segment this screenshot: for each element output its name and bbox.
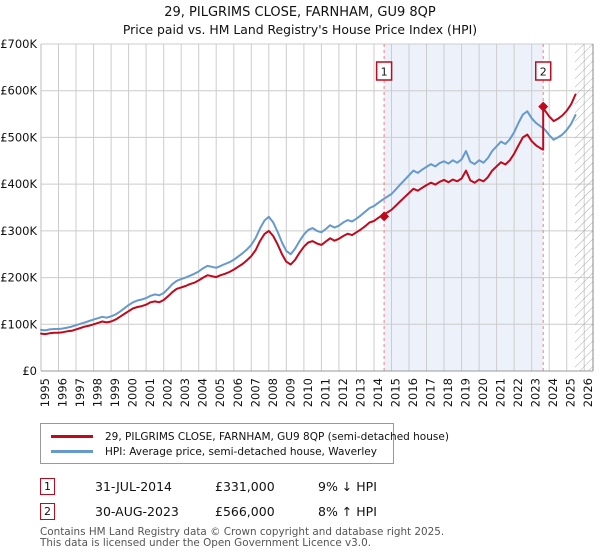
future-hatch — [575, 44, 593, 371]
sale-marker-1 — [379, 211, 390, 222]
legend-label-hpi: HPI: Average price, semi-detached house,… — [105, 445, 377, 458]
transaction-row-2: 2 30-AUG-2023 £566,000 8% ↑ HPI — [40, 503, 580, 521]
sale-flag-number-1: 1 — [381, 66, 388, 79]
x-axis-tick-label: 2015 — [389, 378, 403, 407]
x-axis-tick-label: 2007 — [248, 378, 262, 407]
y-axis-tick-label: £300K — [0, 224, 37, 238]
x-axis-tick-label: 2003 — [178, 378, 192, 407]
x-axis-tick-label: 2010 — [301, 378, 315, 407]
y-axis-tick-label: £600K — [0, 84, 37, 98]
transaction-1-flag: 1 — [40, 478, 55, 495]
price-paid-indexed-line — [40, 133, 542, 336]
sale-flag-box-1 — [375, 61, 393, 81]
transaction-1-hpi-delta: 9% ↓ HPI — [318, 479, 377, 494]
x-axis-tick-label: 2026 — [581, 378, 595, 407]
between-sales-shade — [384, 44, 544, 371]
transaction-1-price: £331,000 — [215, 479, 275, 494]
x-axis-tick-label: 1995 — [38, 378, 52, 407]
x-axis-tick-label: 2017 — [424, 378, 438, 407]
chart-legend: 29, PILGRIMS CLOSE, FARNHAM, GU9 8QP (se… — [40, 423, 449, 464]
price-paid-line-swatch — [51, 435, 93, 438]
sale-flag-number-2: 2 — [540, 66, 547, 79]
x-axis-tick-label: 2014 — [371, 378, 385, 407]
y-axis-tick-label: £700K — [0, 37, 37, 51]
transaction-2-flag: 2 — [40, 503, 55, 520]
y-axis-tick-label: £400K — [0, 177, 37, 191]
transaction-1-date: 31-JUL-2014 — [95, 479, 173, 494]
price-paid-post-sale-line — [539, 93, 577, 151]
legend-item-hpi: HPI: Average price, semi-detached house,… — [51, 444, 385, 459]
footer-line-1: Contains HM Land Registry data © Crown c… — [40, 526, 445, 538]
x-axis-tick-label: 2002 — [161, 378, 175, 407]
hpi-line — [40, 110, 577, 332]
license-footer: Contains HM Land Registry data © Crown c… — [40, 526, 445, 550]
hpi-line-swatch — [51, 450, 93, 453]
x-axis-tick-label: 2022 — [511, 378, 525, 407]
transaction-2-price: £566,000 — [215, 504, 275, 519]
x-axis-tick-label: 2018 — [441, 378, 455, 407]
x-axis-tick-label: 2000 — [126, 378, 140, 407]
x-axis-tick-label: 2004 — [196, 378, 210, 407]
x-axis-tick-label: 2011 — [318, 378, 332, 407]
x-axis-tick-label: 1996 — [56, 378, 70, 407]
x-axis-tick-label: 2008 — [266, 378, 280, 407]
transaction-row-1: 1 31-JUL-2014 £331,000 9% ↓ HPI — [40, 478, 580, 496]
y-axis-tick-label: £200K — [0, 271, 37, 285]
footer-line-2: This data is licensed under the Open Gov… — [40, 537, 372, 550]
legend-item-price-paid: 29, PILGRIMS CLOSE, FARNHAM, GU9 8QP (se… — [51, 429, 449, 444]
x-axis-tick-label: 2023 — [529, 378, 543, 407]
sale-marker-2 — [538, 101, 549, 112]
y-axis-tick-label: £500K — [0, 130, 37, 144]
x-axis-tick-label: 2001 — [143, 378, 157, 407]
legend-label-price-paid: 29, PILGRIMS CLOSE, FARNHAM, GU9 8QP (se… — [105, 430, 449, 443]
page-title: 29, PILGRIMS CLOSE, FARNHAM, GU9 8QP — [164, 5, 436, 20]
x-axis-tick-label: 2020 — [476, 378, 490, 407]
x-axis-tick-label: 2006 — [231, 378, 245, 407]
y-axis-tick-label: £100K — [0, 317, 37, 331]
price-chart: £0 £100K £200K £300K £400K £500K £600K £700K 199… — [0, 37, 595, 407]
x-axis-tick-label: 1999 — [108, 378, 122, 407]
x-axis-tick-label: 2016 — [406, 378, 420, 407]
x-axis-tick-label: 2025 — [564, 378, 578, 407]
x-axis-tick-label: 1997 — [73, 378, 87, 407]
x-axis-tick-label: 2019 — [459, 378, 473, 407]
x-axis-tick-label: 2013 — [353, 378, 367, 407]
x-axis-tick-label: 2012 — [336, 378, 350, 407]
sale-flag-box-2 — [534, 61, 552, 81]
transaction-2-hpi-delta: 8% ↑ HPI — [318, 504, 377, 519]
x-axis-tick-label: 2009 — [283, 378, 297, 407]
y-axis-tick-label: £0 — [22, 364, 37, 378]
transaction-2-date: 30-AUG-2023 — [95, 504, 179, 519]
x-axis-tick-label: 2024 — [546, 378, 560, 407]
x-axis-tick-label: 2005 — [213, 378, 227, 407]
x-axis-tick-label: 2021 — [494, 378, 508, 407]
page-subtitle: Price paid vs. HM Land Registry's House … — [122, 22, 478, 37]
x-axis-tick-label: 1998 — [91, 378, 105, 407]
